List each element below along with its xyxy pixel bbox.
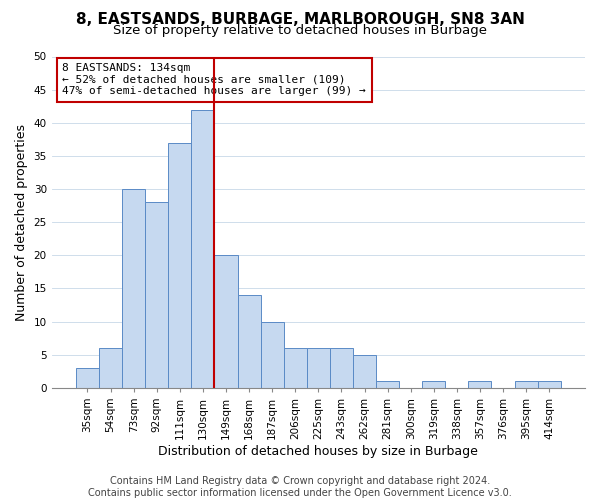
Text: Contains HM Land Registry data © Crown copyright and database right 2024.
Contai: Contains HM Land Registry data © Crown c… (88, 476, 512, 498)
Bar (469, 381, 491, 388)
Bar (515, 381, 538, 388)
Bar (191, 110, 214, 388)
Bar (307, 348, 330, 388)
Bar (376, 381, 399, 388)
Bar (260, 322, 284, 388)
Bar (122, 189, 145, 388)
Bar (76, 368, 99, 388)
Bar (353, 354, 376, 388)
Bar (422, 381, 445, 388)
Bar (330, 348, 353, 388)
Text: 8, EASTSANDS, BURBAGE, MARLBOROUGH, SN8 3AN: 8, EASTSANDS, BURBAGE, MARLBOROUGH, SN8 … (76, 12, 524, 28)
Bar (145, 202, 168, 388)
Y-axis label: Number of detached properties: Number of detached properties (15, 124, 28, 320)
Bar (168, 142, 191, 388)
Text: 8 EASTSANDS: 134sqm
← 52% of detached houses are smaller (109)
47% of semi-detac: 8 EASTSANDS: 134sqm ← 52% of detached ho… (62, 63, 366, 96)
Text: Size of property relative to detached houses in Burbage: Size of property relative to detached ho… (113, 24, 487, 37)
Bar (238, 295, 260, 388)
Bar (538, 381, 561, 388)
Bar (284, 348, 307, 388)
Bar (214, 256, 238, 388)
Bar (99, 348, 122, 388)
X-axis label: Distribution of detached houses by size in Burbage: Distribution of detached houses by size … (158, 444, 478, 458)
